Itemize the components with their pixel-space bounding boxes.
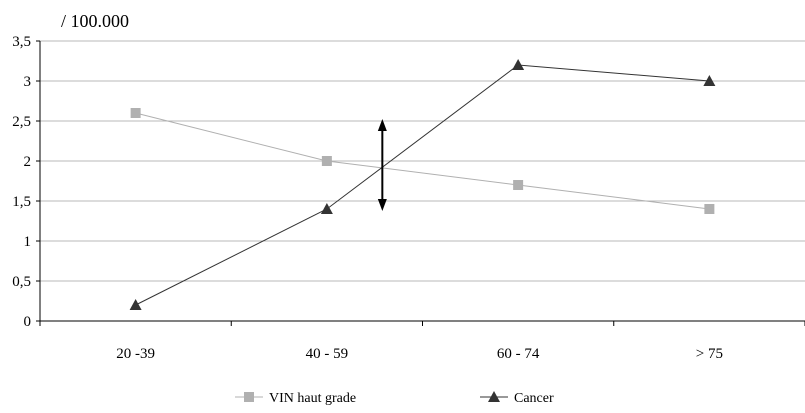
series-2 bbox=[129, 59, 716, 310]
legend-item-1: VIN haut grade bbox=[235, 391, 356, 406]
x-tick-label: 60 - 74 bbox=[497, 346, 540, 362]
data-point bbox=[130, 108, 141, 118]
data-point bbox=[703, 75, 716, 86]
data-point bbox=[513, 180, 524, 190]
axes bbox=[39, 41, 805, 322]
x-axis-ticks: 20 -39 40 - 59 60 - 74 > 75 bbox=[39, 321, 805, 362]
legend-marker bbox=[488, 391, 500, 402]
data-point bbox=[320, 203, 333, 214]
y-tick-label: 1 bbox=[24, 234, 32, 250]
series-line bbox=[135, 112, 710, 210]
annotation bbox=[377, 119, 387, 211]
y-tick-label: 2,5 bbox=[12, 114, 31, 130]
data-point bbox=[704, 204, 715, 214]
gridlines bbox=[40, 40, 805, 282]
data-point bbox=[129, 299, 142, 310]
x-tick-label: 40 - 59 bbox=[306, 346, 349, 362]
y-tick-label: 1,5 bbox=[12, 194, 31, 210]
legend-marker bbox=[244, 392, 254, 402]
data-point bbox=[512, 59, 525, 70]
y-tick-label: 3,5 bbox=[12, 34, 31, 50]
x-tick-label: 20 -39 bbox=[116, 346, 155, 362]
y-tick-label: 0 bbox=[24, 314, 32, 330]
y-tick-label: 2 bbox=[24, 154, 32, 170]
arrow-head-up bbox=[377, 119, 387, 131]
series-1 bbox=[130, 108, 715, 214]
legend-label: Cancer bbox=[514, 391, 554, 406]
legend: VIN haut grade Cancer bbox=[235, 391, 554, 406]
unit-label: / 100.000 bbox=[61, 11, 129, 31]
arrow-head-down bbox=[377, 199, 387, 211]
legend-item-2: Cancer bbox=[480, 391, 554, 406]
y-axis-ticks: 0 0,5 1 1,5 2 2,5 3 3,5 bbox=[12, 34, 40, 330]
data-point bbox=[321, 156, 332, 166]
y-tick-label: 0,5 bbox=[12, 274, 31, 290]
y-tick-label: 3 bbox=[24, 74, 32, 90]
series-line bbox=[135, 64, 710, 306]
series-group bbox=[129, 59, 716, 310]
x-tick-label: > 75 bbox=[696, 346, 723, 362]
legend-label: VIN haut grade bbox=[269, 391, 356, 406]
